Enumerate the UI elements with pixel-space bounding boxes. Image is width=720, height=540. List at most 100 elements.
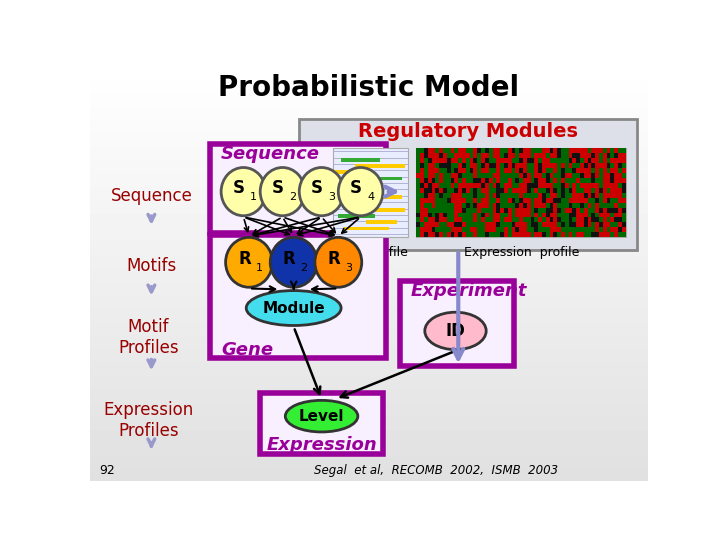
Bar (496, 173, 500, 178)
Bar (469, 227, 474, 232)
Bar (531, 222, 534, 227)
Bar (572, 227, 576, 232)
Bar (462, 207, 466, 213)
Bar (576, 178, 580, 183)
Bar (485, 193, 489, 198)
Bar (466, 163, 469, 168)
Bar (534, 193, 538, 198)
Bar (607, 163, 611, 168)
Bar (580, 218, 584, 222)
Bar (481, 178, 485, 183)
Bar (527, 183, 531, 188)
Bar (466, 193, 469, 198)
Bar (603, 183, 607, 188)
Bar (492, 232, 496, 238)
Bar (527, 198, 531, 202)
Bar (538, 188, 542, 193)
Bar (603, 227, 607, 232)
Bar (599, 168, 603, 173)
Bar (420, 193, 424, 198)
Bar (500, 218, 504, 222)
Bar (549, 207, 554, 213)
Bar (454, 153, 458, 158)
Bar (424, 232, 428, 238)
Bar (599, 178, 603, 183)
Bar (595, 178, 599, 183)
Bar (554, 222, 557, 227)
Bar (451, 222, 454, 227)
Bar (591, 198, 595, 202)
Bar (477, 178, 481, 183)
Bar (542, 222, 546, 227)
Bar (458, 153, 462, 158)
Bar (607, 227, 611, 232)
Bar (428, 193, 432, 198)
Bar (591, 232, 595, 238)
Bar (424, 202, 428, 207)
Text: S: S (233, 179, 245, 197)
Bar (576, 163, 580, 168)
Bar (469, 222, 474, 227)
Bar (519, 193, 523, 198)
Bar (443, 173, 447, 178)
Bar (443, 168, 447, 173)
Bar (561, 173, 564, 178)
Bar (508, 163, 511, 168)
Bar (436, 232, 439, 238)
Bar (432, 232, 436, 238)
Text: 2: 2 (289, 192, 296, 202)
Bar (439, 188, 443, 193)
Bar (432, 193, 436, 198)
Bar (481, 193, 485, 198)
Bar (557, 222, 561, 227)
Bar (454, 178, 458, 183)
Bar (492, 202, 496, 207)
Bar (519, 222, 523, 227)
Bar (439, 198, 443, 202)
Bar (572, 232, 576, 238)
Bar (504, 183, 508, 188)
Bar (451, 232, 454, 238)
Bar (416, 158, 420, 163)
Bar (611, 198, 614, 202)
Text: 1: 1 (256, 263, 263, 273)
Bar (527, 148, 531, 153)
Bar (614, 163, 618, 168)
Text: S: S (350, 179, 362, 197)
Bar (469, 202, 474, 207)
Bar (569, 207, 572, 213)
Bar (611, 148, 614, 153)
Bar (474, 148, 477, 153)
Bar (527, 173, 531, 178)
Bar (466, 178, 469, 183)
Bar (576, 168, 580, 173)
Bar (542, 173, 546, 178)
Bar (424, 178, 428, 183)
Bar (436, 183, 439, 188)
Bar (519, 232, 523, 238)
Bar (561, 193, 564, 198)
Bar (538, 218, 542, 222)
Bar (492, 173, 496, 178)
Bar (591, 183, 595, 188)
Bar (618, 168, 622, 173)
Bar (489, 188, 492, 193)
Bar (504, 168, 508, 173)
Bar (485, 202, 489, 207)
Bar (576, 232, 580, 238)
Bar (622, 207, 626, 213)
Bar (432, 153, 436, 158)
Bar (469, 153, 474, 158)
Bar (466, 148, 469, 153)
Bar (611, 218, 614, 222)
Bar (534, 198, 538, 202)
Bar (451, 227, 454, 232)
Bar (531, 207, 534, 213)
Bar (477, 227, 481, 232)
Bar (424, 168, 428, 173)
Bar (603, 148, 607, 153)
Text: Segal  et al,  RECOMB  2002,  ISMB  2003: Segal et al, RECOMB 2002, ISMB 2003 (314, 464, 558, 477)
Bar (516, 178, 519, 183)
Bar (591, 193, 595, 198)
Bar (424, 163, 428, 168)
